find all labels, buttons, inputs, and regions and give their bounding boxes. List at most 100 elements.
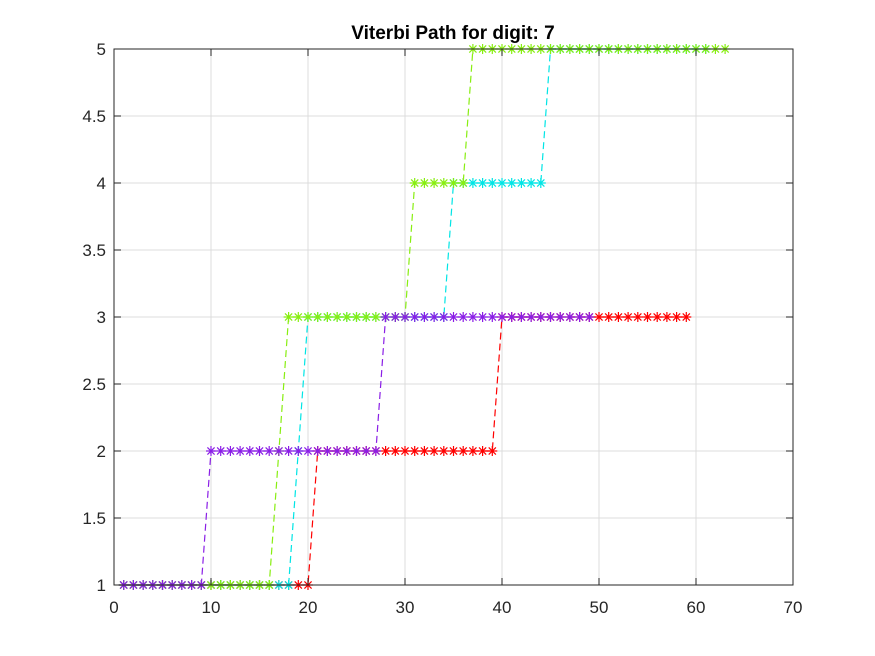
data-point-marker (642, 312, 653, 322)
data-point-marker (516, 178, 527, 188)
x-tick-label: 20 (299, 598, 318, 617)
y-tick-label: 4 (97, 174, 106, 193)
data-point-marker (273, 446, 284, 456)
data-point-marker (370, 446, 381, 456)
data-point-marker (574, 312, 585, 322)
data-point-marker (681, 312, 692, 322)
data-point-marker (594, 312, 604, 322)
data-point-marker (438, 446, 449, 456)
data-point-marker (390, 446, 401, 456)
data-point-marker (419, 178, 430, 188)
data-point-marker (448, 312, 459, 322)
data-point-marker (322, 312, 333, 322)
data-point-marker (254, 446, 265, 456)
data-point-marker (458, 178, 469, 188)
data-point-marker (303, 312, 313, 322)
data-point-marker (264, 446, 275, 456)
data-point-marker (661, 312, 672, 322)
data-point-marker (409, 312, 420, 322)
data-point-marker (332, 312, 343, 322)
data-point-marker (312, 312, 323, 322)
data-point-marker (555, 312, 566, 322)
data-point-marker (671, 312, 682, 322)
data-point-marker (487, 446, 498, 456)
data-point-marker (303, 446, 313, 456)
data-point-marker (283, 312, 294, 322)
data-point-marker (477, 312, 488, 322)
data-point-marker (235, 446, 246, 456)
data-point-marker (225, 446, 236, 456)
data-point-marker (341, 446, 352, 456)
data-point-marker (409, 178, 420, 188)
data-point-marker (506, 178, 517, 188)
x-tick-label: 70 (784, 598, 803, 617)
data-point-marker (380, 446, 391, 456)
x-tick-label: 30 (396, 598, 415, 617)
data-point-marker (332, 446, 343, 456)
data-point-marker (390, 312, 401, 322)
data-point-marker (361, 312, 372, 322)
data-point-marker (361, 446, 372, 456)
x-tick-label: 50 (590, 598, 609, 617)
y-tick-label: 4.5 (82, 107, 106, 126)
data-point-marker (215, 446, 226, 456)
y-tick-label: 2.5 (82, 375, 106, 394)
data-point-marker (400, 446, 410, 456)
data-point-marker (380, 312, 391, 322)
chart-title: Viterbi Path for digit: 7 (351, 23, 554, 44)
data-point-marker (467, 178, 478, 188)
data-point-marker (623, 312, 634, 322)
data-point-marker (497, 312, 507, 322)
data-point-marker (283, 446, 294, 456)
x-tick-label: 60 (687, 598, 706, 617)
data-point-marker (535, 312, 546, 322)
data-point-marker (545, 312, 556, 322)
data-point-marker (477, 178, 488, 188)
data-point-marker (351, 312, 362, 322)
data-point-marker (458, 312, 469, 322)
data-point-marker (429, 178, 440, 188)
data-point-marker (613, 312, 624, 322)
y-tick-label: 1.5 (82, 509, 106, 528)
axis-ticks: 0 10 20 30 40 50 60 70 1 1.5 2 2.5 3 3.5 4 4.5 5 (82, 40, 802, 617)
data-point-marker (497, 178, 507, 188)
data-point-marker (419, 312, 430, 322)
x-tick-label: 10 (202, 598, 221, 617)
y-tick-label: 3 (97, 308, 106, 327)
data-point-marker (244, 446, 255, 456)
data-point-marker (603, 312, 614, 322)
x-tick-label: 40 (493, 598, 512, 617)
data-point-marker (487, 312, 498, 322)
data-point-marker (448, 178, 459, 188)
data-point-marker (322, 446, 333, 456)
data-point-marker (458, 446, 469, 456)
data-point-marker (584, 312, 595, 322)
data-point-marker (312, 446, 323, 456)
y-tick-label: 1 (97, 576, 106, 595)
data-point-marker (351, 446, 362, 456)
data-point-marker (448, 446, 459, 456)
y-tick-label: 5 (97, 40, 106, 59)
data-point-marker (535, 178, 546, 188)
data-point-marker (467, 446, 478, 456)
data-point-marker (429, 312, 440, 322)
data-point-marker (419, 446, 430, 456)
data-point-marker (429, 446, 440, 456)
data-point-marker (467, 312, 478, 322)
data-point-marker (506, 312, 517, 322)
data-point-marker (341, 312, 352, 322)
data-point-marker (293, 312, 304, 322)
data-point-marker (516, 312, 527, 322)
y-tick-label: 3.5 (82, 241, 106, 260)
data-point-marker (526, 178, 537, 188)
data-point-marker (438, 178, 449, 188)
data-point-marker (438, 312, 449, 322)
data-point-marker (409, 446, 420, 456)
data-point-marker (564, 312, 575, 322)
data-point-marker (632, 312, 643, 322)
data-point-marker (526, 312, 537, 322)
data-point-marker (206, 446, 216, 456)
y-tick-label: 2 (97, 442, 106, 461)
